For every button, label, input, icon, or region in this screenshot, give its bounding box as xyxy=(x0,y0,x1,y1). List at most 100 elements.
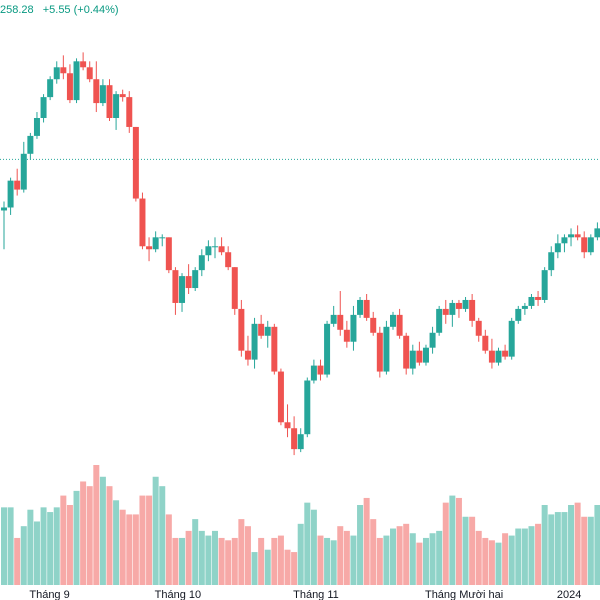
candle-body[interactable] xyxy=(33,118,40,136)
candle-body[interactable] xyxy=(205,246,212,256)
candle-body[interactable] xyxy=(172,270,179,303)
candle-body[interactable] xyxy=(258,323,265,336)
candle-body[interactable] xyxy=(475,320,482,336)
candle-body[interactable] xyxy=(119,94,126,98)
candle-body[interactable] xyxy=(515,308,522,321)
candle-body[interactable] xyxy=(343,329,350,342)
candle-body[interactable] xyxy=(231,267,238,309)
candle-body[interactable] xyxy=(495,350,502,363)
candle-body[interactable] xyxy=(165,237,172,271)
candle-body[interactable] xyxy=(86,67,93,80)
candle-body[interactable] xyxy=(7,180,14,208)
candle-body[interactable] xyxy=(521,305,528,309)
candle-body[interactable] xyxy=(20,153,27,190)
candle-body[interactable] xyxy=(139,198,146,247)
candle-body[interactable] xyxy=(541,270,548,300)
candle-body[interactable] xyxy=(455,302,462,309)
candle-body[interactable] xyxy=(409,350,416,369)
candle-body[interactable] xyxy=(159,237,166,239)
candle-body[interactable] xyxy=(264,326,271,336)
candle-body[interactable] xyxy=(53,67,60,80)
candle-body[interactable] xyxy=(350,314,357,342)
candle-body[interactable] xyxy=(568,234,575,238)
candle-body[interactable] xyxy=(126,97,133,127)
candle-body[interactable] xyxy=(251,323,258,360)
candle-body[interactable] xyxy=(390,314,397,327)
candle-body[interactable] xyxy=(317,365,324,375)
candle-body[interactable] xyxy=(488,350,495,363)
candle-body[interactable] xyxy=(113,94,120,118)
candle-body[interactable] xyxy=(469,299,476,321)
candle-body[interactable] xyxy=(99,85,106,104)
candle-body[interactable] xyxy=(106,85,113,118)
candle-body[interactable] xyxy=(310,365,317,381)
candle-body[interactable] xyxy=(218,246,225,253)
candle-body[interactable] xyxy=(422,347,429,363)
candle-body[interactable] xyxy=(508,320,515,357)
candle-body[interactable] xyxy=(66,73,73,101)
candle-body[interactable] xyxy=(185,276,192,289)
candle-body[interactable] xyxy=(330,314,337,324)
candle-body[interactable] xyxy=(462,299,469,309)
candle-body[interactable] xyxy=(376,332,383,372)
candle-body[interactable] xyxy=(429,332,436,348)
candle-body[interactable] xyxy=(284,422,291,429)
candle-body[interactable] xyxy=(574,234,581,238)
candle-body[interactable] xyxy=(482,335,489,351)
candle-body[interactable] xyxy=(416,350,423,363)
candle-body[interactable] xyxy=(528,296,535,306)
candle-body[interactable] xyxy=(238,308,245,351)
candle-body[interactable] xyxy=(304,380,311,435)
candle-body[interactable] xyxy=(277,371,284,423)
price-header: 258.28 +5.55 (+0.44%) xyxy=(0,4,125,16)
candle-body[interactable] xyxy=(271,326,278,372)
volume-bar xyxy=(225,540,232,585)
volume-layer xyxy=(1,465,600,585)
candle-body[interactable] xyxy=(14,180,21,190)
volume-bar xyxy=(238,519,245,585)
candle-body[interactable] xyxy=(370,317,377,333)
candle-body[interactable] xyxy=(179,276,186,303)
candle-body[interactable] xyxy=(152,237,159,250)
candle-body[interactable] xyxy=(27,135,34,154)
candle-body[interactable] xyxy=(383,326,390,372)
candle-body[interactable] xyxy=(561,237,568,244)
candle-body[interactable] xyxy=(1,207,7,211)
candle-body[interactable] xyxy=(587,237,594,253)
candle-body[interactable] xyxy=(442,308,449,315)
candle-body[interactable] xyxy=(244,350,251,360)
candle-body[interactable] xyxy=(291,428,298,450)
candle-body[interactable] xyxy=(548,252,555,271)
candle-body[interactable] xyxy=(396,314,403,336)
candle-body[interactable] xyxy=(581,237,588,253)
candle-body[interactable] xyxy=(40,97,47,118)
candle-body[interactable] xyxy=(535,296,542,300)
candle-body[interactable] xyxy=(403,335,410,369)
candle-body[interactable] xyxy=(363,299,370,318)
candle-body[interactable] xyxy=(198,255,205,271)
candle-body[interactable] xyxy=(594,228,600,238)
candle-body[interactable] xyxy=(47,79,54,98)
candle-body[interactable] xyxy=(324,323,331,375)
candle-body[interactable] xyxy=(337,314,344,330)
candle-body[interactable] xyxy=(502,350,509,357)
candle-body[interactable] xyxy=(436,308,443,333)
x-tick-label: Tháng 10 xyxy=(155,589,201,600)
volume-bar xyxy=(429,533,436,585)
candle-body[interactable] xyxy=(554,243,561,253)
candle-body[interactable] xyxy=(132,126,139,199)
candle-body[interactable] xyxy=(357,299,364,315)
candle-body[interactable] xyxy=(225,252,232,268)
volume-bar xyxy=(376,537,383,585)
candle-body[interactable] xyxy=(146,246,153,250)
candle-body[interactable] xyxy=(192,270,199,289)
candle-body[interactable] xyxy=(60,67,67,74)
candle-body[interactable] xyxy=(449,302,456,315)
volume-bar xyxy=(159,486,166,585)
candle-body[interactable] xyxy=(73,61,80,101)
candle-body[interactable] xyxy=(93,79,100,104)
candle-body[interactable] xyxy=(80,61,87,68)
candle-body[interactable] xyxy=(211,246,218,248)
candle-body[interactable] xyxy=(297,434,304,450)
